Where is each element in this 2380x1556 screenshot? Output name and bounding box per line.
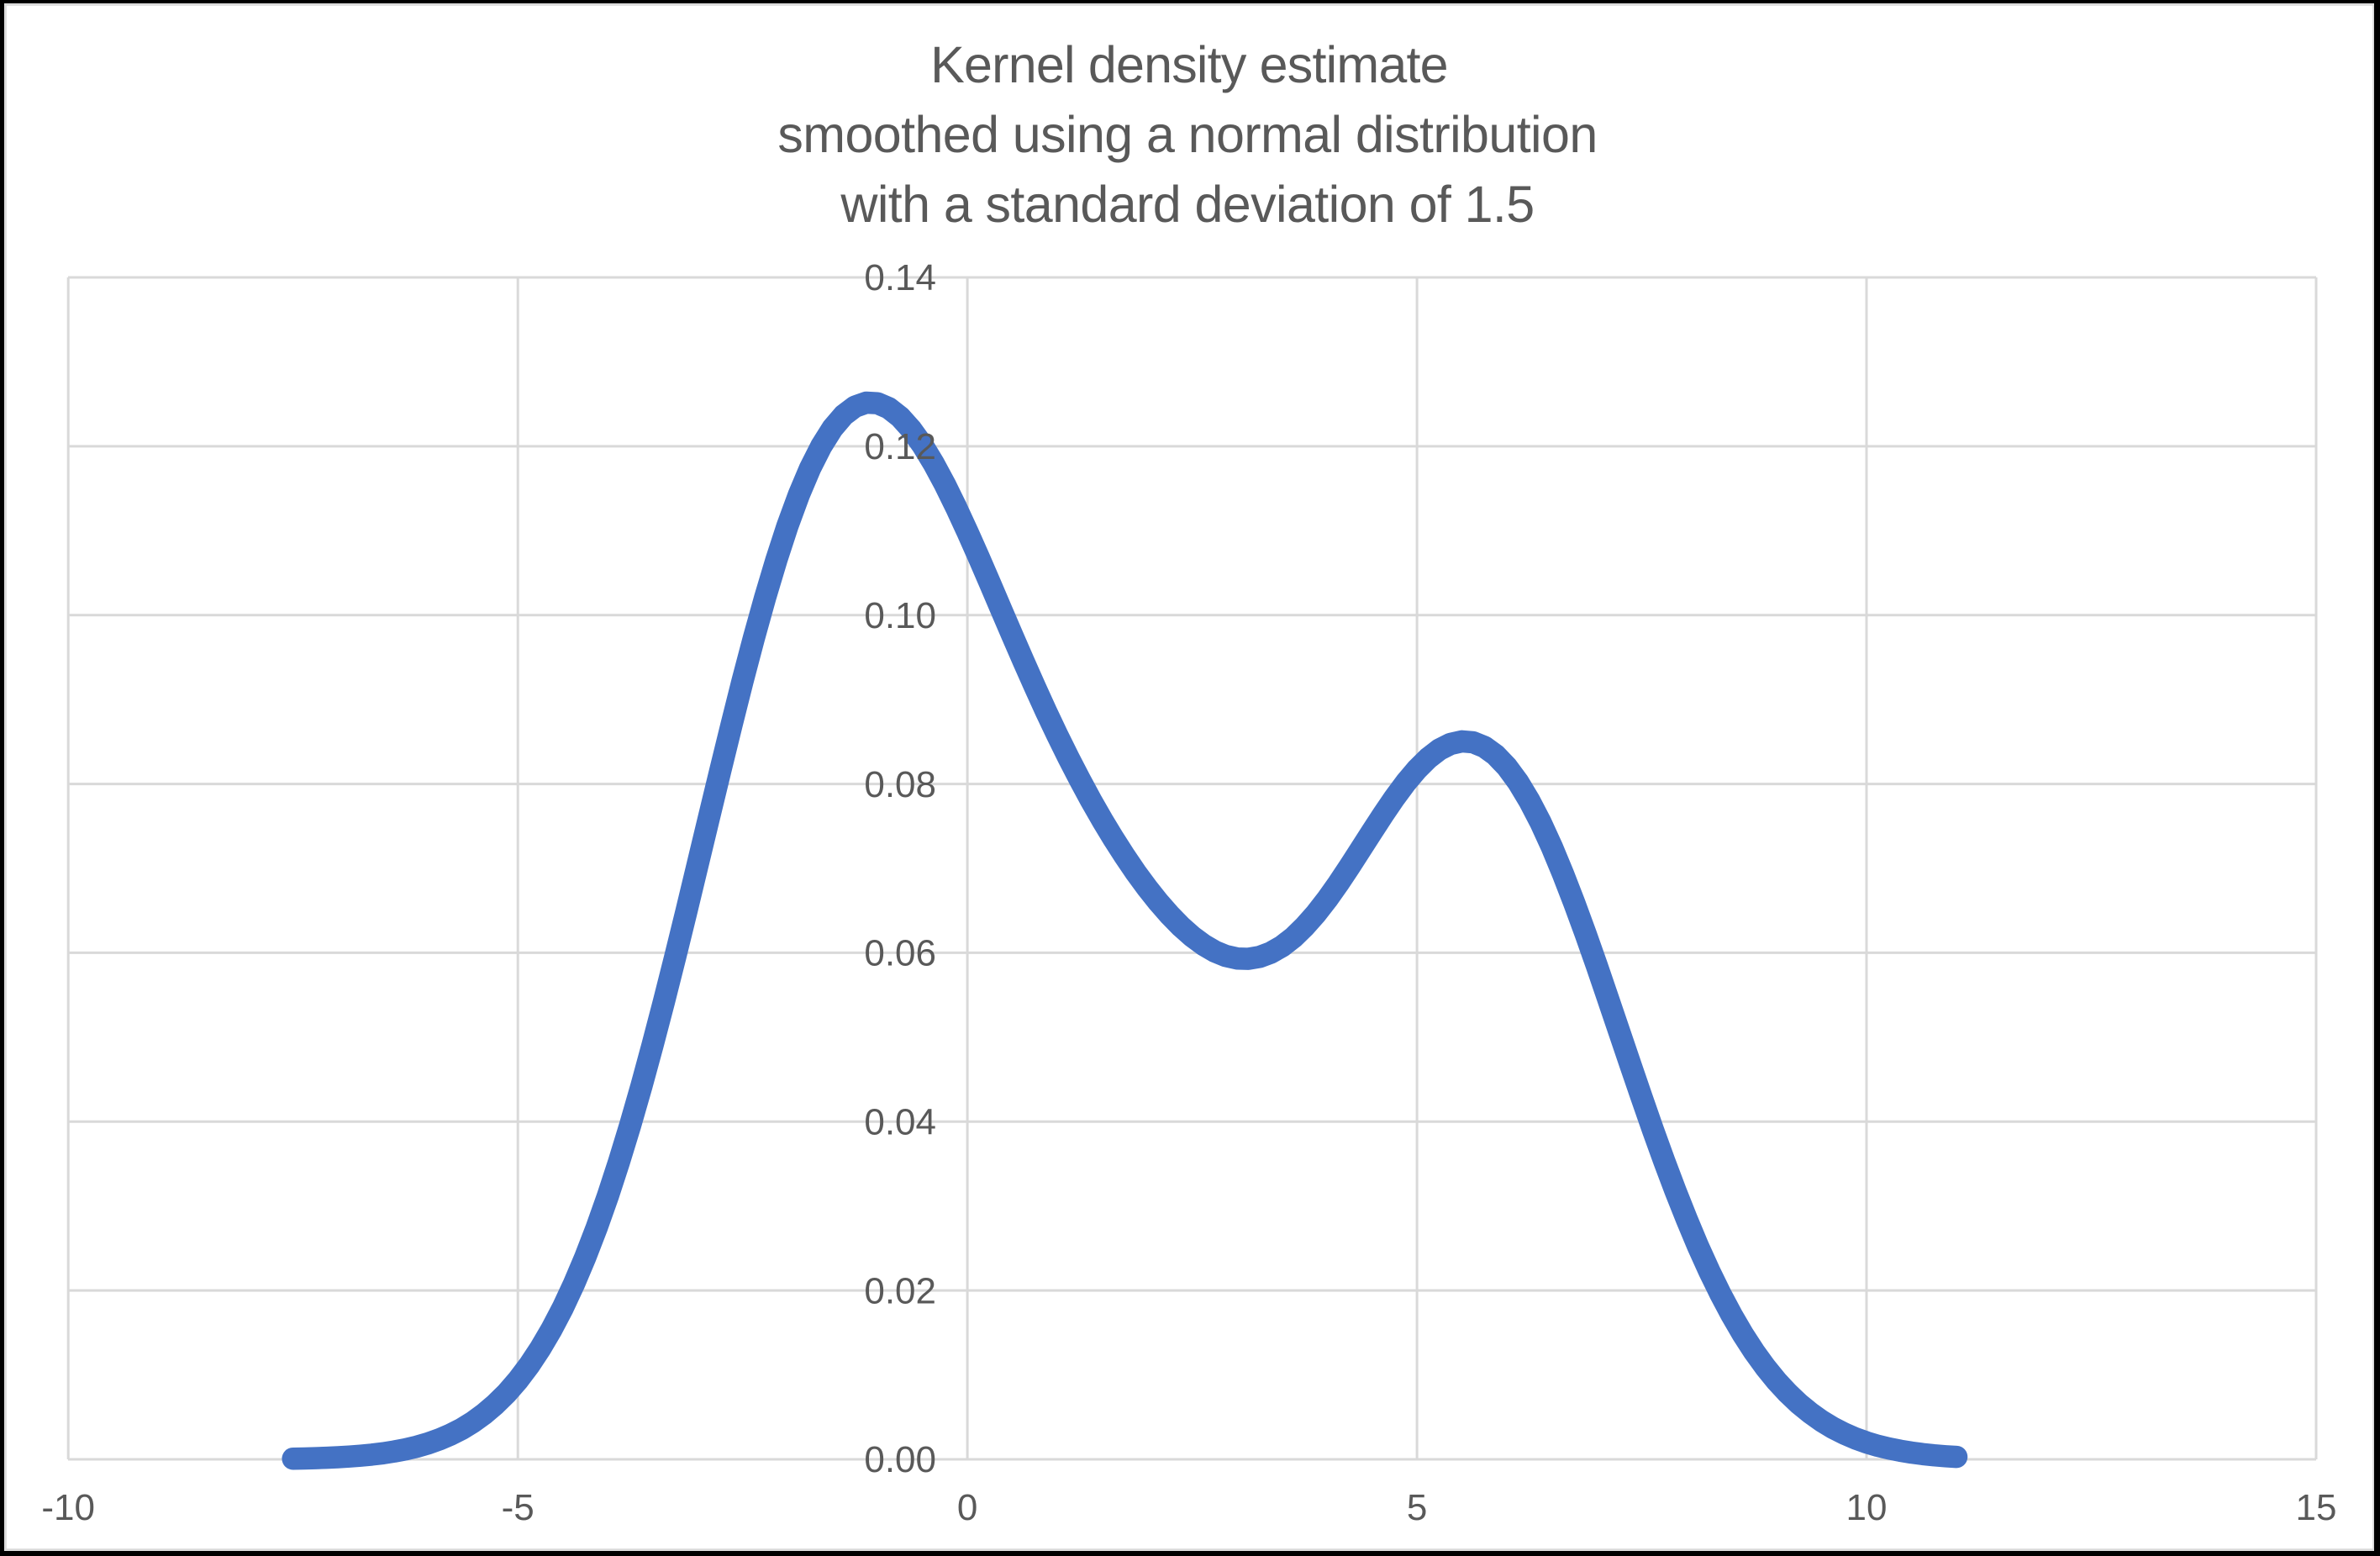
- svg-text:0.12: 0.12: [864, 426, 936, 467]
- svg-text:15: 15: [2296, 1487, 2337, 1528]
- svg-text:0: 0: [957, 1487, 977, 1528]
- svg-text:-10: -10: [41, 1487, 95, 1528]
- svg-text:0.04: 0.04: [864, 1102, 936, 1143]
- svg-text:0.14: 0.14: [864, 257, 936, 298]
- svg-text:0.00: 0.00: [864, 1439, 936, 1480]
- svg-text:10: 10: [1846, 1487, 1888, 1528]
- svg-text:0.06: 0.06: [864, 933, 936, 974]
- svg-text:Kernel density estimate: Kernel density estimate: [930, 36, 1448, 93]
- svg-text:-5: -5: [502, 1487, 534, 1528]
- svg-text:0.10: 0.10: [864, 595, 936, 636]
- svg-text:0.02: 0.02: [864, 1270, 936, 1311]
- svg-text:5: 5: [1407, 1487, 1427, 1528]
- svg-text:with a standard deviation of 1: with a standard deviation of 1.5: [840, 176, 1534, 233]
- svg-text:smoothed using a normal distri: smoothed using a normal distribution: [777, 106, 1597, 163]
- svg-text:0.08: 0.08: [864, 764, 936, 805]
